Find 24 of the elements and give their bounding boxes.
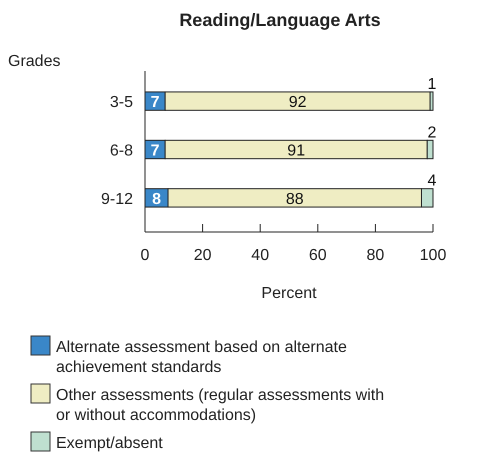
x-tick-label: 0 (140, 247, 150, 264)
x-tick-label: 60 (308, 247, 327, 264)
y-tick-label: 9-12 (100, 190, 134, 208)
data-label: 8 (152, 190, 162, 208)
data-label: 7 (150, 94, 160, 112)
legend-label: Other assessments (regular assessments with or without accommodations) (56, 387, 384, 424)
legend-label: Exempt/absent (56, 435, 164, 452)
data-label: 7 (150, 142, 160, 160)
data-label: 88 (286, 190, 304, 208)
y-axis-title: Grades (8, 53, 60, 70)
chart-title: Reading/Language Arts (179, 10, 381, 30)
data-label: 91 (287, 142, 306, 160)
x-tick-label: 100 (420, 247, 446, 264)
data-label: 2 (428, 124, 437, 142)
y-tick-label: 3-5 (110, 94, 134, 112)
x-tick-label: 20 (194, 247, 212, 264)
data-label: 92 (288, 94, 307, 112)
y-tick-label: 6-8 (110, 142, 134, 160)
x-axis-title: Percent (261, 285, 318, 302)
data-label: 4 (428, 172, 437, 190)
x-tick-label: 80 (366, 247, 384, 264)
x-tick-label: 40 (251, 247, 270, 264)
data-label: 1 (428, 76, 437, 93)
legend-label: Alternate assessment based on alternate achievement standards (56, 339, 347, 376)
